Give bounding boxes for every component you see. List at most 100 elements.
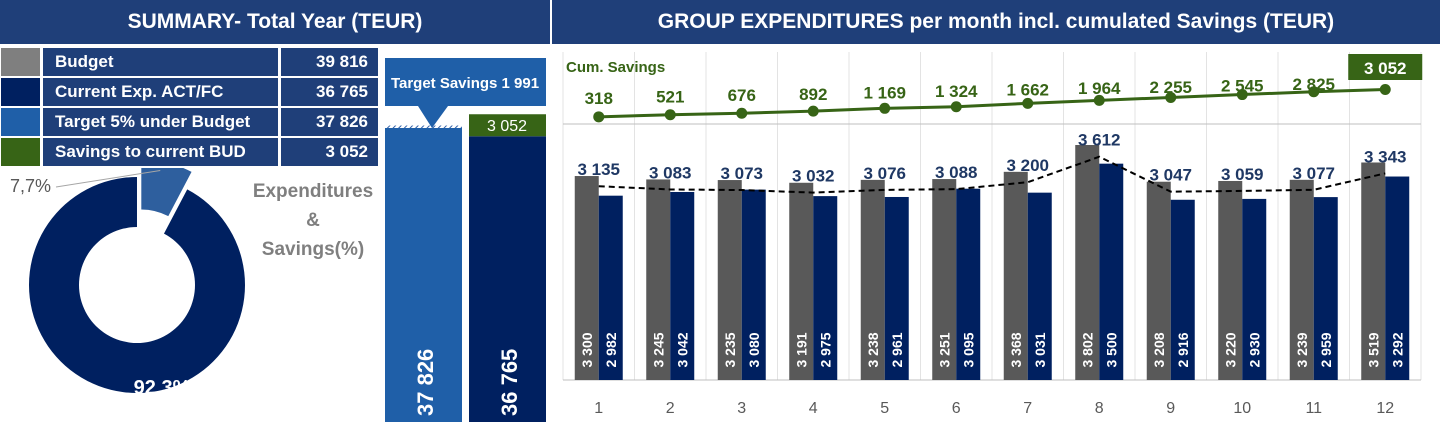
x-tick-label: 2 [666, 400, 675, 417]
bar-budget [1146, 181, 1171, 380]
monthly-chart: 3 300 2 982 1 3 245 3 042 2 3 235 3 080 3 3 191 2 … [562, 52, 1423, 417]
donut-label-savings: 7,7% [10, 176, 52, 196]
bar-budget-label: 3 238 [865, 332, 881, 367]
target-label: 3 076 [863, 164, 906, 183]
donut-label-expenditures: 92,3% [133, 377, 191, 399]
bar-budget-label: 3 239 [1294, 332, 1310, 367]
bar-current-label: 3 095 [960, 332, 976, 367]
bar-budget-label: 3 368 [1008, 332, 1024, 367]
bar-budget [789, 182, 814, 380]
cum-savings-point [1308, 86, 1320, 98]
cum-savings-point [1165, 91, 1177, 103]
cum-savings-label: 2 545 [1221, 76, 1264, 95]
x-tick-label: 9 [1166, 400, 1175, 417]
bar-budget-label: 3 208 [1151, 332, 1167, 367]
x-tick-label: 4 [809, 400, 818, 417]
donut-title: Expenditures & Savings(%) [248, 177, 378, 264]
bar-current-label: 2 982 [603, 332, 619, 367]
donut-slice-savings [141, 168, 192, 217]
legend-row-budget: Budget 39 816 [0, 48, 380, 76]
legend-row-target: Target 5% under Budget 37 826 [0, 108, 380, 136]
donut-chart [29, 168, 246, 394]
bar-budget [1361, 162, 1386, 380]
bar-current-label: 3 080 [746, 332, 762, 367]
summary-bar-current [469, 136, 546, 422]
summary-bar-target-savings [385, 125, 462, 128]
cum-savings-label: 1 324 [935, 82, 978, 101]
bar-current [1027, 192, 1052, 380]
bar-budget-label: 3 235 [722, 332, 738, 367]
target-label: 3 088 [935, 163, 978, 182]
bar-budget [1003, 171, 1028, 380]
x-tick-label: 12 [1376, 400, 1394, 417]
cum-savings-point [807, 105, 819, 117]
bar-current-label: 3 031 [1032, 332, 1048, 367]
bar-current-label: 2 959 [1318, 332, 1334, 367]
legend-row-current: Current Exp. ACT/FC 36 765 [0, 78, 380, 106]
legend-value-budget: 39 816 [281, 48, 378, 76]
summary-bars-chart: 37 826 3 052 36 765 Target Savings 1 991 [385, 58, 546, 422]
cum-savings-title: Cum. Savings [566, 59, 665, 76]
cum-savings-point [1236, 89, 1248, 101]
bar-current [1099, 163, 1124, 380]
cum-savings-point [1093, 94, 1105, 106]
expenditures-title: GROUP EXPENDITURES per month incl. cumul… [552, 0, 1440, 44]
bar-current-label: 3 500 [1103, 332, 1119, 367]
summary-bar-target [385, 128, 462, 422]
target-label: 3 032 [792, 167, 835, 186]
legend-value-savings: 3 052 [281, 138, 378, 166]
cum-savings-label: 318 [585, 89, 613, 108]
bar-current [741, 189, 766, 380]
bar-budget [1289, 179, 1314, 380]
bar-current [813, 196, 838, 380]
x-tick-label: 1 [594, 400, 603, 417]
target-label: 3 077 [1292, 164, 1335, 183]
cum-savings-label: 3 052 [1364, 59, 1407, 78]
bar-budget-label: 3 519 [1365, 332, 1381, 367]
summary-bar-target-label: 37 826 [413, 349, 438, 416]
bar-budget-label: 3 220 [1222, 332, 1238, 367]
cum-savings-final-box [1348, 54, 1423, 80]
legend-swatch-savings [1, 138, 40, 166]
summary-title: SUMMARY- Total Year (TEUR) [0, 0, 550, 44]
bar-current [1313, 197, 1338, 380]
bar-current [598, 195, 623, 380]
cum-savings-point [736, 107, 748, 119]
bar-budget [1218, 180, 1243, 380]
cum-savings-label: 676 [728, 86, 756, 105]
target-savings-callout [385, 58, 546, 128]
target-label: 3 612 [1078, 131, 1121, 150]
summary-bar-savings [469, 114, 546, 137]
bar-current [956, 188, 981, 380]
bar-budget-label: 3 802 [1079, 332, 1095, 367]
bar-current [884, 196, 909, 380]
cum-savings-label: 2 255 [1149, 78, 1192, 97]
cum-savings-label: 521 [656, 88, 684, 107]
legend-swatch-current [1, 78, 40, 106]
target-label: 3 200 [1006, 156, 1049, 175]
target-label: 3 073 [720, 164, 763, 183]
cum-savings-point [950, 101, 962, 113]
cum-savings-point [1379, 83, 1391, 95]
cum-savings-label: 1 169 [863, 83, 906, 102]
donut-slice-expenditures [29, 177, 246, 394]
legend-value-current: 36 765 [281, 78, 378, 106]
bar-budget [717, 180, 742, 380]
summary-bar-current-label: 36 765 [497, 349, 522, 416]
bar-current-label: 3 292 [1389, 332, 1405, 367]
cum-savings-label: 1 662 [1006, 81, 1049, 100]
legend-label-target: Target 5% under Budget [43, 108, 278, 136]
target-label: 3 047 [1149, 166, 1192, 185]
cum-savings-point [593, 111, 605, 123]
bar-current-label: 2 975 [817, 332, 833, 367]
cum-savings-line [598, 87, 1386, 119]
x-tick-label: 6 [952, 400, 961, 417]
target-label: 3 059 [1221, 165, 1264, 184]
x-tick-label: 8 [1095, 400, 1104, 417]
cum-savings-label: 892 [799, 85, 827, 104]
bar-budget [860, 179, 885, 380]
legend-value-target: 37 826 [281, 108, 378, 136]
donut-title-line-1: Expenditures [252, 181, 374, 202]
bar-budget [574, 176, 599, 380]
bar-current [670, 191, 695, 380]
